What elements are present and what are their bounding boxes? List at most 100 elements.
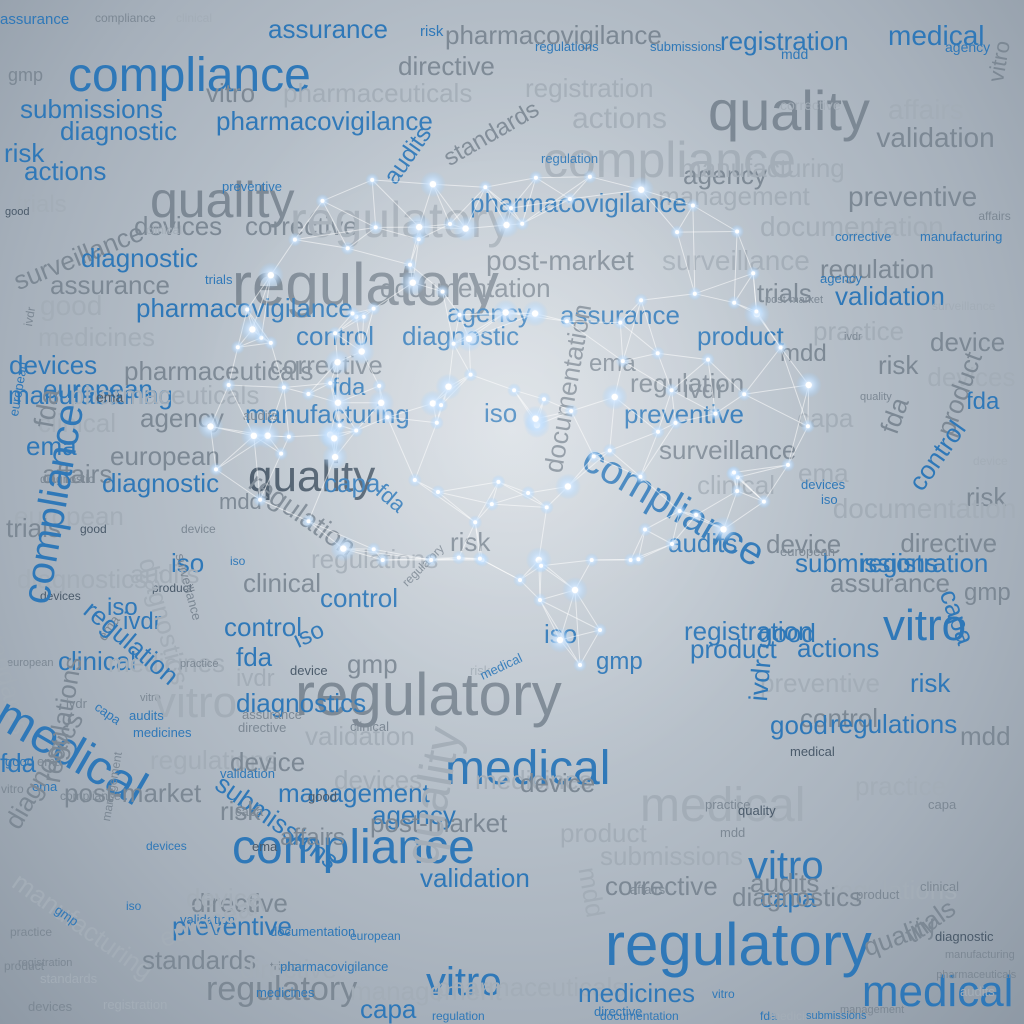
network-edge	[283, 382, 331, 388]
network-node	[358, 348, 365, 355]
network-node	[578, 663, 582, 667]
network-node	[735, 489, 740, 493]
network-edge	[671, 389, 716, 415]
network-node	[569, 409, 574, 413]
network-node	[214, 467, 218, 472]
cloud-word: european	[110, 441, 220, 471]
cloud-word: trials	[6, 513, 61, 543]
cloud-word: good	[40, 290, 103, 321]
cloud-word: mdd	[720, 825, 746, 840]
cloud-word: management	[840, 1004, 905, 1016]
network-edge	[322, 200, 349, 249]
network-node	[373, 225, 378, 230]
cloud-word: regulation	[432, 1009, 485, 1023]
brain-network-nodes	[197, 169, 822, 672]
network-edge	[215, 468, 261, 501]
network-node	[380, 558, 385, 562]
cloud-word: risk	[910, 668, 951, 698]
network-node	[377, 383, 382, 388]
network-node	[655, 351, 660, 356]
network-edge	[373, 548, 432, 561]
cloud-word: validation	[876, 122, 995, 153]
cloud-word: good	[5, 206, 30, 218]
cloud-word: assurance	[0, 11, 70, 28]
cloud-word: submissions	[650, 39, 722, 54]
cloud-word: clinical	[350, 719, 390, 734]
network-edge	[640, 476, 681, 512]
network-edge	[707, 359, 716, 414]
cloud-word: pharmacovigilance	[280, 959, 389, 974]
network-node	[598, 628, 602, 632]
network-node	[589, 558, 594, 562]
network-node	[448, 222, 452, 226]
cloud-word: device	[186, 883, 262, 913]
cloud-word: trials	[205, 272, 233, 287]
network-node	[456, 555, 461, 560]
cloud-word: regulation	[541, 151, 599, 166]
cloud-word: devices	[334, 765, 423, 795]
cloud-word: registration	[525, 73, 654, 103]
cloud-word: device	[520, 768, 596, 798]
cloud-word: ema	[26, 431, 77, 461]
cloud-word: european	[14, 501, 124, 531]
network-node	[306, 519, 311, 524]
network-node	[538, 598, 542, 602]
network-node	[670, 542, 674, 546]
network-edge	[283, 387, 290, 437]
cloud-word: post-market	[64, 778, 202, 808]
network-node	[567, 197, 572, 201]
cloud-word: iso	[107, 594, 138, 621]
cloud-word: directive	[594, 1004, 643, 1019]
cloud-word: regulatory	[295, 661, 562, 728]
network-node	[226, 383, 231, 387]
network-node	[638, 474, 643, 479]
network-edge	[787, 426, 809, 466]
network-node	[542, 397, 546, 402]
cloud-word: documentation	[600, 1009, 679, 1023]
cloud-word: affairs	[888, 94, 964, 125]
cloud-word: regulations	[830, 875, 958, 905]
network-edge	[510, 198, 570, 209]
cloud-word: quality	[738, 803, 776, 818]
cloud-word: risk	[220, 796, 261, 826]
network-edge	[521, 198, 571, 225]
network-node	[457, 312, 462, 317]
network-node	[518, 578, 522, 582]
cloud-word: actions	[24, 156, 107, 186]
cloud-word: medical	[640, 779, 806, 832]
cloud-word: standards	[40, 971, 98, 986]
cloud-word: documentation	[760, 211, 944, 242]
network-node	[694, 513, 699, 517]
cloud-word: corrective	[605, 871, 718, 901]
cloud-word: mdd	[960, 721, 1011, 751]
network-node	[508, 206, 513, 211]
network-node	[409, 279, 416, 286]
network-node	[207, 423, 214, 430]
cloud-word: medicines	[38, 322, 156, 352]
cloud-word: regulatory	[605, 911, 872, 978]
cloud-word: agency	[820, 271, 862, 286]
cloud-word: ema	[798, 458, 849, 488]
cloud-word: compliance	[232, 821, 475, 874]
cloud-word: post-market	[370, 808, 508, 838]
network-edge	[387, 416, 437, 424]
cloud-word: device	[930, 327, 1006, 357]
cloud-word: submissions	[806, 1010, 867, 1022]
cloud-word: ivdr	[236, 665, 275, 692]
network-node	[531, 310, 539, 317]
cloud-word: practice	[705, 797, 751, 812]
cloud-word: quality	[708, 79, 870, 142]
cloud-word: pharmaceuticals	[436, 972, 626, 1002]
cloud-word: good	[5, 754, 34, 769]
cloud-word: good	[770, 710, 828, 740]
cloud-word: clinical	[176, 11, 213, 25]
network-node	[620, 359, 625, 364]
network-edge	[676, 231, 696, 294]
network-node	[754, 309, 759, 314]
cloud-word: iso	[126, 899, 142, 913]
cloud-word: device	[973, 454, 1008, 468]
network-node	[292, 237, 297, 242]
cloud-word: diagnostic	[81, 243, 199, 273]
cloud-word: manufacturing	[680, 153, 845, 183]
cloud-word: diagnostics	[236, 688, 367, 718]
